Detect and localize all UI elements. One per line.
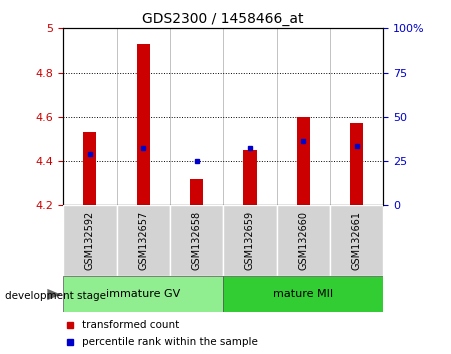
Bar [83, 132, 97, 205]
Bar [116, 205, 170, 276]
Bar [223, 205, 276, 276]
Bar [243, 150, 257, 205]
Bar [223, 276, 383, 312]
Bar [350, 124, 364, 205]
Text: GSM132661: GSM132661 [352, 211, 362, 270]
Text: immature GV: immature GV [106, 289, 180, 299]
Polygon shape [47, 289, 61, 300]
Bar [330, 205, 383, 276]
Bar [137, 44, 150, 205]
Text: GSM132658: GSM132658 [192, 211, 202, 270]
Text: development stage: development stage [5, 291, 106, 301]
Text: transformed count: transformed count [83, 320, 179, 330]
Text: mature MII: mature MII [273, 289, 333, 299]
Text: GSM132657: GSM132657 [138, 211, 148, 270]
Text: GSM132660: GSM132660 [298, 211, 308, 270]
Text: GSM132592: GSM132592 [85, 211, 95, 270]
Text: percentile rank within the sample: percentile rank within the sample [83, 337, 258, 347]
Bar [190, 179, 203, 205]
Bar [276, 205, 330, 276]
Bar [63, 205, 116, 276]
Bar [63, 276, 223, 312]
Title: GDS2300 / 1458466_at: GDS2300 / 1458466_at [143, 12, 304, 26]
Text: GSM132659: GSM132659 [245, 211, 255, 270]
Bar [297, 117, 310, 205]
Bar [170, 205, 223, 276]
